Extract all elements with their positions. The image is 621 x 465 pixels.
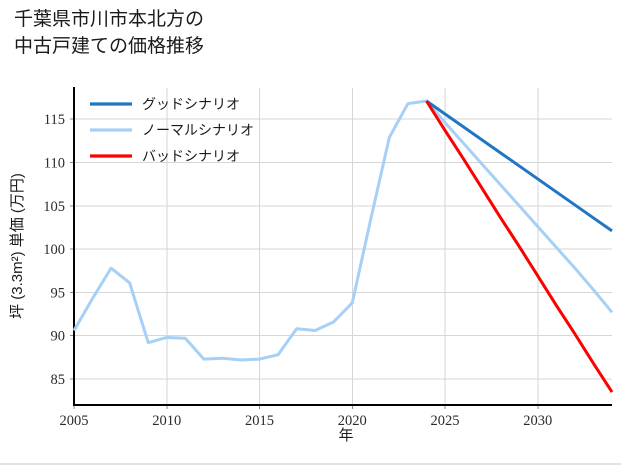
x-tick-label: 2030 — [523, 413, 552, 429]
y-tick-label: 90 — [51, 329, 66, 345]
x-tick-label: 2020 — [338, 413, 367, 429]
x-tick-label: 2025 — [431, 413, 460, 429]
series-line-good — [425, 99, 613, 233]
axis-spines — [72, 87, 612, 407]
series-line-normal — [72, 99, 614, 362]
y-tick-label: 115 — [44, 112, 65, 128]
chart-title: 千葉県市川市本北方の 中古戸建ての価格推移 — [14, 6, 204, 60]
y-tick-label: 110 — [44, 155, 65, 171]
data-series — [72, 99, 614, 393]
x-tick-label: 2015 — [245, 413, 274, 429]
chart-title-line-1: 千葉県市川市本北方の — [14, 9, 205, 30]
y-tick-label: 85 — [51, 372, 66, 388]
x-tick-label: 2005 — [60, 413, 89, 429]
legend-label-good: グッドシナリオ — [142, 96, 240, 112]
y-tick-label: 95 — [51, 285, 66, 301]
legend-label-normal: ノーマルシナリオ — [142, 122, 254, 138]
x-axis-tick-labels: 2005 2010 2015 2020 2025 2030 — [60, 413, 553, 429]
x-axis-label: 年 — [338, 427, 353, 444]
chart-title-line-2: 中古戸建ての価格推移 — [14, 36, 205, 57]
legend-label-bad: バッドシナリオ — [142, 148, 240, 164]
y-tick-label: 105 — [43, 199, 65, 215]
series-line-bad — [425, 100, 614, 393]
x-tick-label: 2010 — [152, 413, 181, 429]
y-axis-label: 坪 (3.3m²) 単価 (万円) — [9, 173, 26, 319]
y-tick-label: 100 — [43, 242, 65, 258]
y-axis-tick-labels: 85 90 95 100 105 110 115 — [43, 112, 65, 388]
